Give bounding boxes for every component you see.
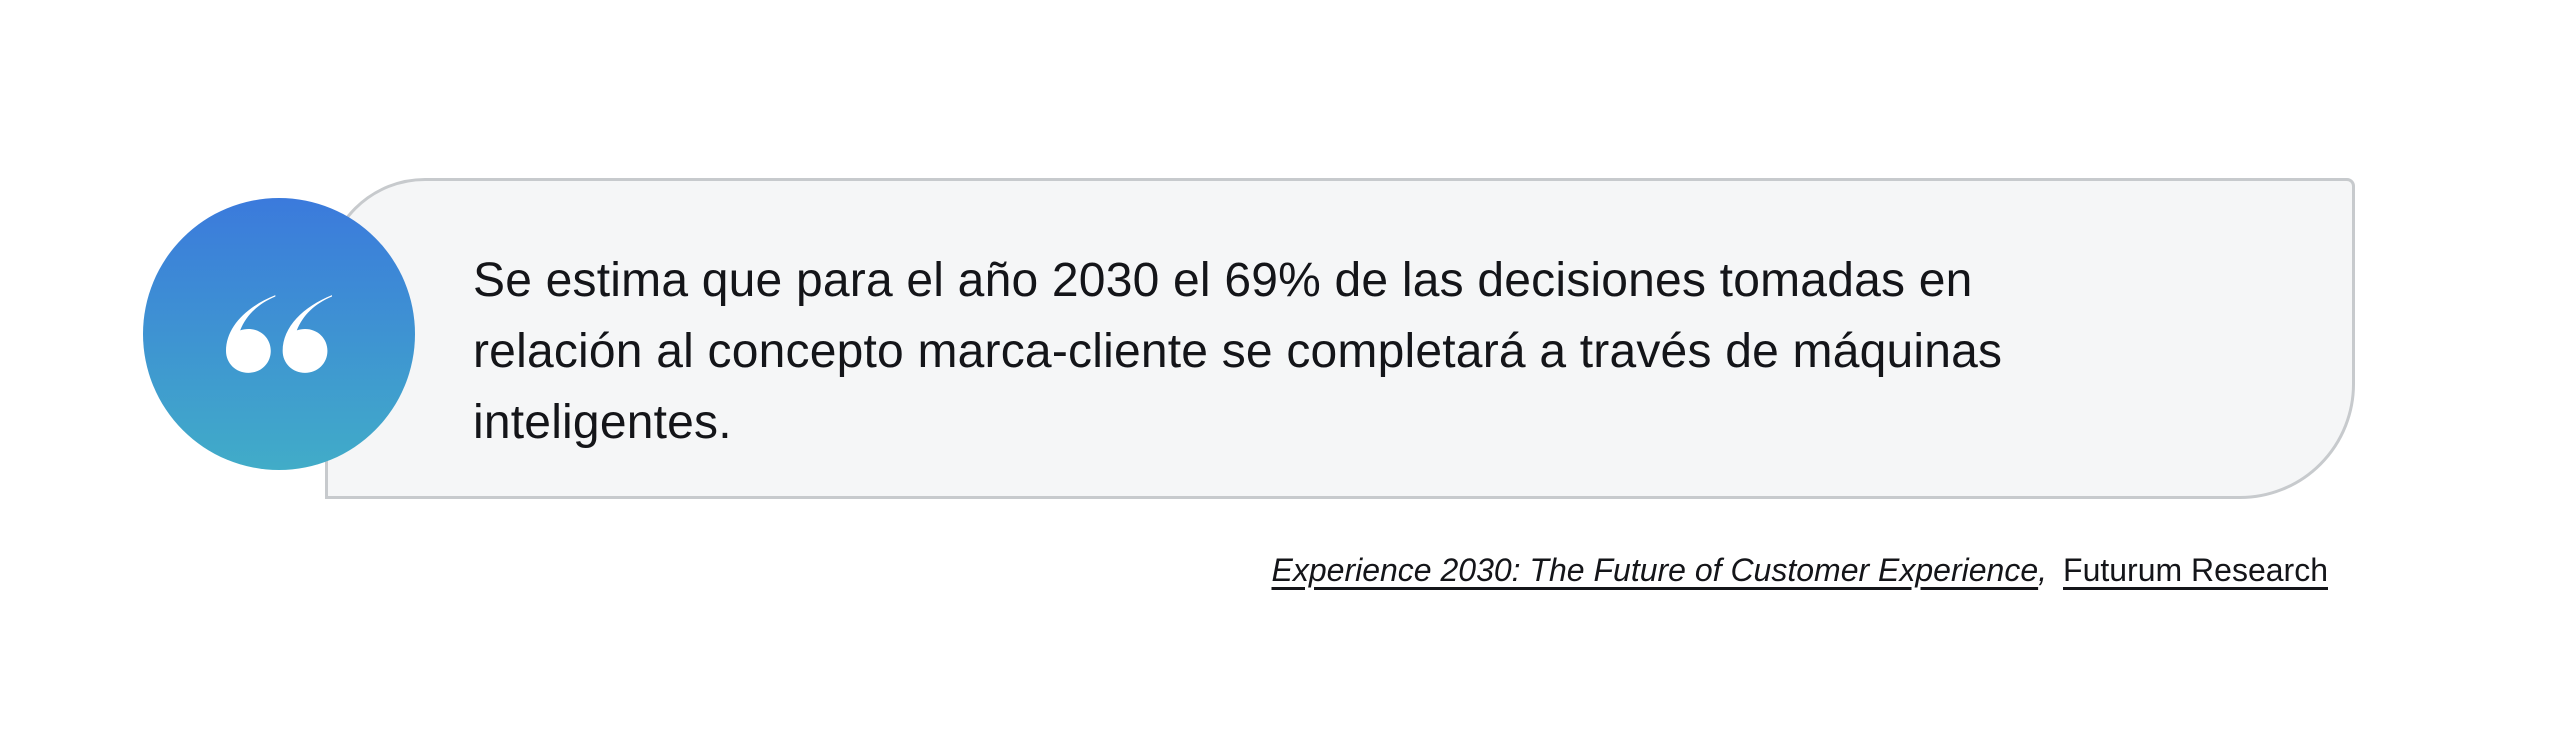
citation-source-link[interactable]: Futurum Research [2063,552,2328,588]
citation-separator: , [2038,552,2048,588]
quote-line: Se estima que para el año 2030 el 69% de… [473,254,1973,307]
quote-text: Se estima que para el año 2030 el 69% de… [473,245,2222,458]
quote-card: Se estima que para el año 2030 el 69% de… [325,178,2355,499]
quote-mark-icon [226,295,332,373]
quote-line: relación al concepto marca-cliente se co… [473,325,2003,378]
citation-title-link[interactable]: Experience 2030: The Future of Customer … [1271,552,2039,588]
citation: Experience 2030: The Future of Customer … [1272,548,2329,592]
quote-line: inteligentes. [473,396,732,449]
quote-badge [143,198,415,470]
citation-title-wrap: Experience 2030: The Future of Customer … [1272,552,2048,588]
